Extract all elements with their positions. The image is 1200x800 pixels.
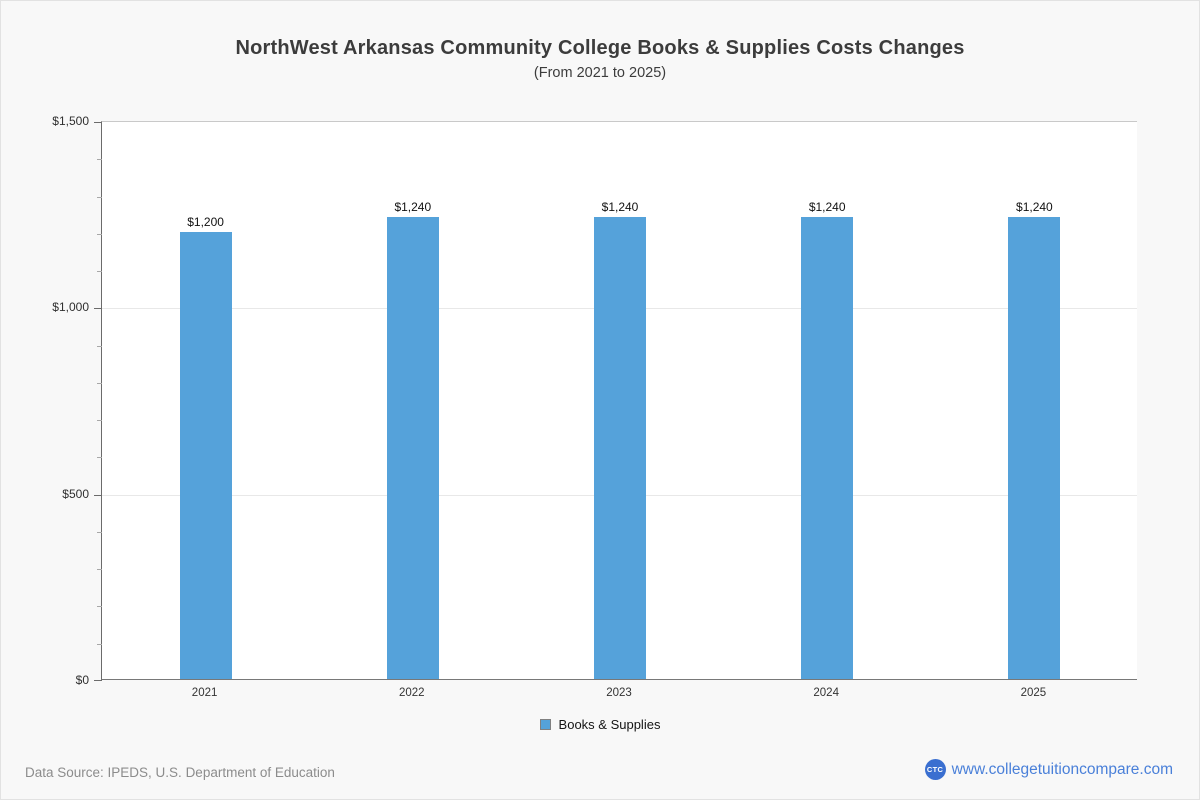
- y-axis-minor-tick: [97, 420, 102, 422]
- y-axis-tick-label: $500: [62, 486, 89, 501]
- bar-value-label: $1,200: [187, 215, 224, 229]
- y-axis-major-tick: [94, 494, 102, 496]
- data-source-text: Data Source: IPEDS, U.S. Department of E…: [25, 765, 335, 780]
- bar-2024[interactable]: [801, 217, 853, 679]
- y-axis-tick-label: $1,000: [52, 300, 89, 315]
- x-axis-tick-label: 2024: [813, 687, 839, 699]
- y-axis-minor-tick: [97, 643, 102, 645]
- plot-area: $1,200 $1,240 $1,240 $1,240 $1,240: [94, 121, 1137, 681]
- bar-2023[interactable]: [594, 217, 646, 679]
- legend-label: Books & Supplies: [558, 717, 661, 732]
- bar-2025[interactable]: [1008, 217, 1060, 679]
- x-axis-tick-label: 2021: [191, 687, 218, 699]
- bar-value-label: $1,240: [394, 200, 432, 214]
- y-axis-minor-tick: [97, 159, 102, 161]
- website-link[interactable]: CTC www.collegetuitioncompare.com: [924, 759, 1173, 780]
- y-axis-minor-tick: [97, 606, 102, 608]
- ctc-logo-icon: CTC: [924, 759, 946, 780]
- legend: Books & Supplies: [1, 717, 1199, 732]
- y-axis-minor-tick: [97, 271, 102, 273]
- y-axis-minor-tick: [97, 569, 102, 571]
- bar-value-label: $1,240: [1016, 200, 1053, 214]
- x-axis-tick-label: 2022: [399, 687, 425, 699]
- y-axis-minor-tick: [97, 457, 102, 459]
- y-axis-tick-label: $0: [75, 673, 89, 687]
- y-axis-major-tick: [94, 122, 102, 123]
- y-axis-minor-tick: [97, 345, 102, 347]
- website-url: www.collegetuitioncompare.com: [951, 760, 1173, 778]
- y-axis-tick-label: $1,500: [52, 114, 89, 128]
- bar-value-label: $1,240: [808, 200, 846, 214]
- y-axis-major-tick: [94, 680, 102, 681]
- chart-title: NorthWest Arkansas Community College Boo…: [235, 37, 965, 59]
- bar-value-label: $1,240: [601, 200, 639, 214]
- bar-2021[interactable]: [180, 232, 232, 679]
- legend-marker-icon: [539, 719, 551, 730]
- x-axis-tick-label: 2023: [606, 687, 632, 699]
- y-axis-minor-tick: [97, 233, 102, 235]
- x-axis-labels: 2021 2022 2023 2024 2025: [101, 687, 1137, 703]
- y-axis-minor-tick: [97, 531, 102, 533]
- bar-2022[interactable]: [387, 217, 439, 679]
- chart-subtitle: (From 2021 to 2025): [533, 65, 667, 81]
- y-axis-minor-tick: [97, 196, 102, 198]
- y-axis-major-tick: [94, 308, 102, 310]
- y-axis-minor-tick: [97, 382, 102, 384]
- x-axis-tick-label: 2025: [1020, 687, 1047, 699]
- y-axis-labels: $0 $500 $1,000 $1,500: [1, 114, 89, 687]
